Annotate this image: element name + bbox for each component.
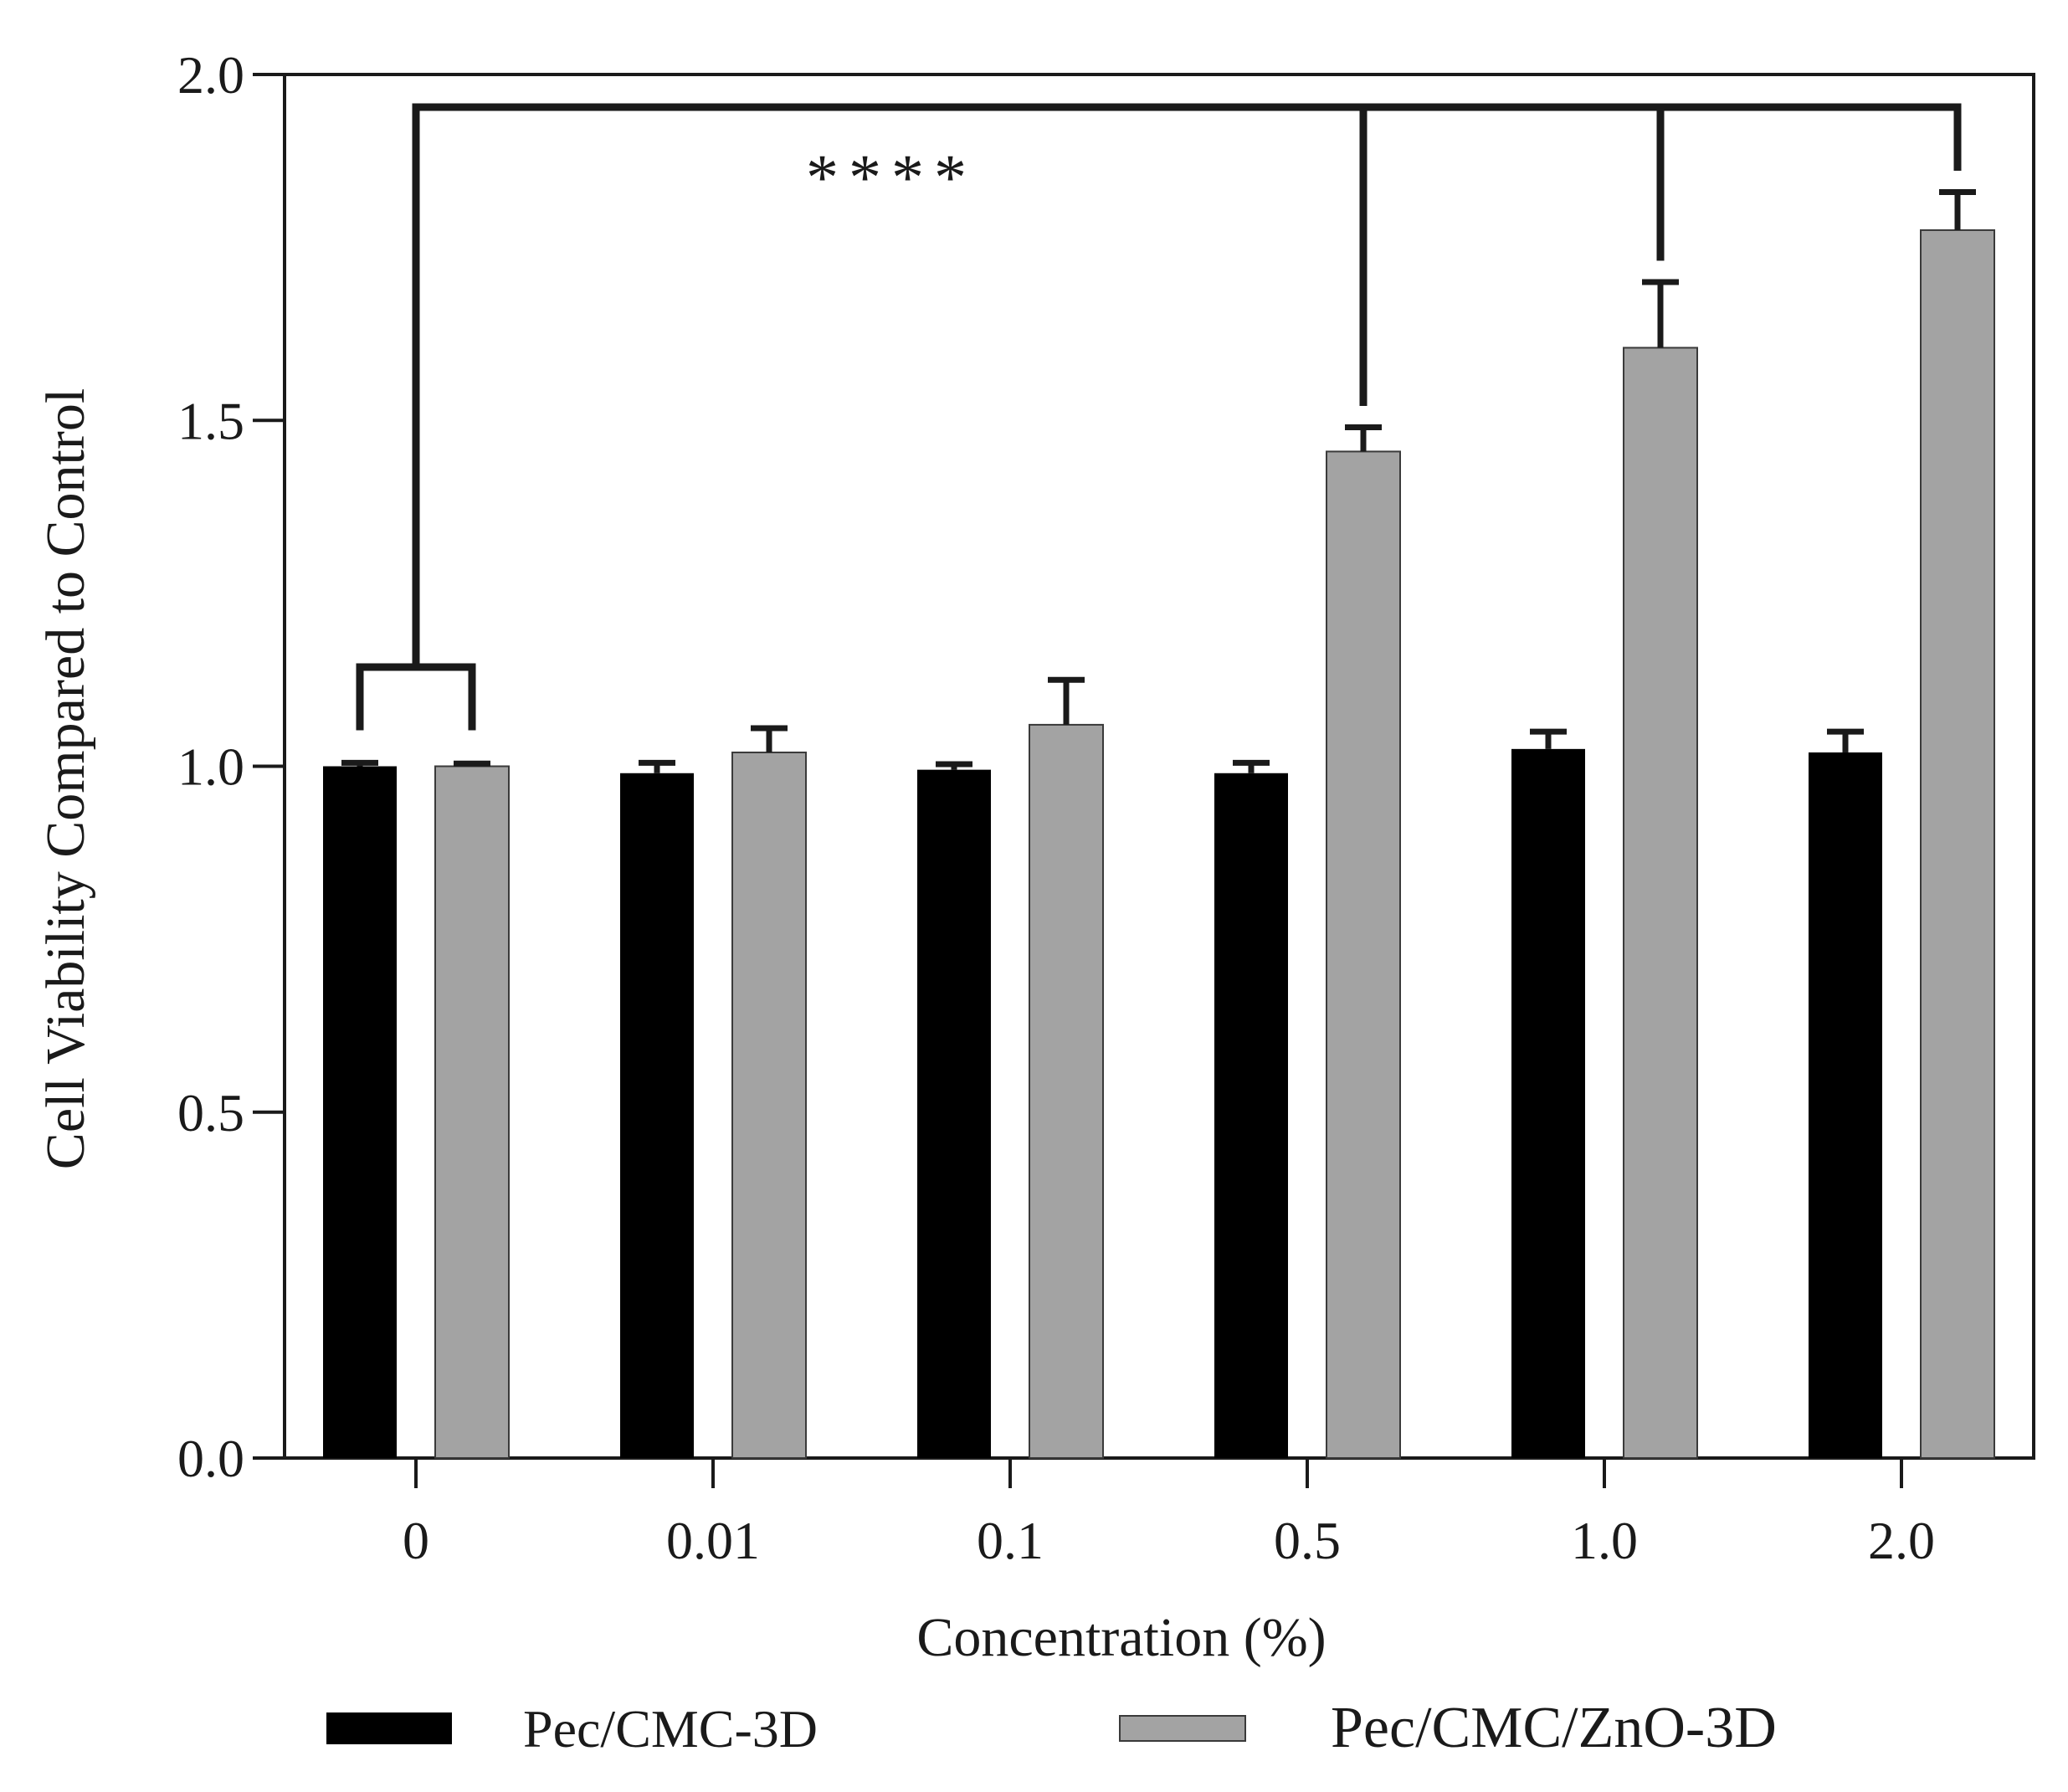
- x-axis-title: Concentration (%): [916, 1607, 1326, 1668]
- bar: [434, 765, 510, 1459]
- error-bars-layer: [341, 189, 1976, 773]
- y-tick-label: 0.5: [177, 1083, 244, 1142]
- bar: [731, 751, 807, 1459]
- y-tick-label: 2.0: [177, 45, 244, 105]
- y-axis-title: Cell Viability Compared to Control: [35, 388, 96, 1169]
- legend-label: Pec/CMC-3D: [523, 1699, 818, 1759]
- y-tick-label: 1.0: [177, 737, 244, 797]
- bar: [323, 766, 397, 1458]
- bars-layer: [323, 228, 1995, 1459]
- bar: [1920, 228, 1995, 1459]
- bar: [620, 773, 694, 1458]
- legend-swatch: [326, 1712, 452, 1744]
- significance-layer: [356, 103, 1962, 731]
- bar: [1511, 748, 1585, 1458]
- x-tick-label: 1.0: [1571, 1511, 1638, 1570]
- bar: [1029, 723, 1104, 1459]
- axes-layer: [253, 73, 2035, 1488]
- bar: [1623, 347, 1698, 1459]
- significance-base-bracket: [356, 663, 476, 731]
- x-tick-label: 2.0: [1868, 1511, 1935, 1570]
- legend-swatch: [1119, 1715, 1246, 1742]
- bar: [917, 769, 991, 1458]
- significance-label: ****: [806, 141, 977, 213]
- x-tick-label: 0.1: [977, 1511, 1044, 1570]
- bar: [1326, 450, 1401, 1459]
- legend-label: Pec/CMC/ZnO-3D: [1331, 1696, 1777, 1760]
- legend-layer: Pec/CMC-3D Pec/CMC/ZnO-3D: [326, 1696, 1777, 1760]
- x-tick-label: 0.01: [666, 1511, 760, 1570]
- x-tick-label: 0: [403, 1511, 429, 1570]
- bar: [1214, 773, 1288, 1458]
- y-tick-label: 0.0: [177, 1429, 244, 1488]
- plot-frame: [283, 73, 2035, 1460]
- x-tick-label: 0.5: [1274, 1511, 1341, 1570]
- bar: [1809, 752, 1882, 1458]
- y-tick-label: 1.5: [177, 391, 244, 450]
- text-layer: 0.0 0.5 1.0 1.5 2.0 0 0.01 0.1 0.5 1.0 2.0 Concentr…: [35, 45, 1935, 1668]
